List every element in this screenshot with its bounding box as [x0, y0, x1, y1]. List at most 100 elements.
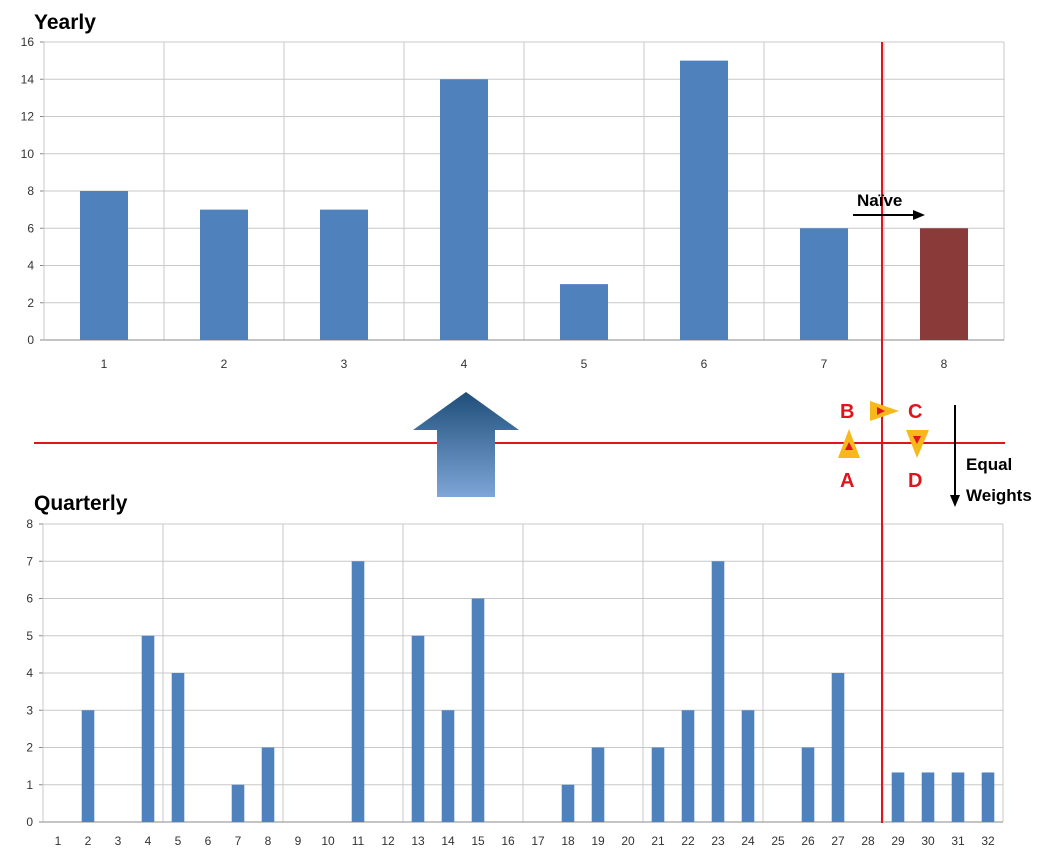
q-bar — [261, 747, 275, 822]
y-xtick-label: 5 — [581, 357, 588, 371]
q-xtick-label: 3 — [115, 834, 122, 848]
naive-arrow-head-icon — [913, 210, 925, 220]
q-xtick-label: 21 — [651, 834, 665, 848]
q-xtick-label: 11 — [352, 834, 365, 848]
q-xtick-label: 6 — [205, 834, 212, 848]
y-xtick-label: 1 — [101, 357, 108, 371]
equal-weights-arrow-head-icon — [950, 495, 960, 507]
q-xtick-label: 24 — [741, 834, 755, 848]
q-bar — [741, 710, 755, 822]
quarterly-bars — [81, 561, 995, 822]
marker-label-d: D — [908, 470, 922, 492]
marker-label-b: B — [840, 401, 854, 423]
q-ytick-label: 1 — [26, 778, 33, 792]
q-xtick-label: 30 — [921, 834, 935, 848]
q-xtick-label: 27 — [831, 834, 845, 848]
y-ytick-label: 10 — [21, 147, 35, 161]
y-bar — [560, 284, 608, 340]
q-xtick-label: 28 — [861, 834, 875, 848]
quarterly-title: Quarterly — [34, 492, 128, 515]
triangle-down-icon — [906, 430, 929, 458]
triangle-down-dot-icon — [913, 436, 921, 444]
y-bar — [920, 228, 968, 340]
q-ytick-label: 6 — [26, 592, 33, 606]
q-xtick-label: 4 — [145, 834, 152, 848]
triangle-right-dot-icon — [877, 407, 885, 415]
q-xtick-label: 29 — [891, 834, 905, 848]
q-bar — [411, 635, 425, 822]
y-ytick-label: 0 — [27, 333, 34, 347]
equal-weights-label-line1: Equal — [966, 455, 1012, 474]
y-ytick-label: 4 — [27, 259, 34, 273]
y-xtick-label: 2 — [221, 357, 228, 371]
y-bar — [320, 209, 368, 340]
q-bar — [81, 710, 95, 822]
y-xtick-label: 4 — [461, 357, 468, 371]
q-xtick-label: 10 — [321, 834, 335, 848]
quarterly-y-ticks: 0 1 2 3 4 5 6 7 8 — [26, 517, 33, 829]
q-ytick-label: 5 — [26, 629, 33, 643]
q-bar — [711, 561, 725, 822]
yearly-title: Yearly — [34, 11, 96, 34]
naive-label: Naïve — [857, 191, 902, 210]
yearly-x-ticks: 1 2 3 4 5 6 7 8 — [101, 357, 948, 371]
y-ytick-label: 14 — [21, 72, 35, 86]
q-bar — [981, 772, 995, 822]
q-bar — [141, 635, 155, 822]
q-xtick-label: 7 — [235, 834, 242, 848]
y-xtick-label: 6 — [701, 357, 708, 371]
y-ytick-label: 12 — [21, 110, 35, 124]
q-bar — [831, 673, 845, 822]
q-xtick-label: 5 — [175, 834, 182, 848]
y-ytick-label: 2 — [27, 296, 34, 310]
yearly-bars — [80, 60, 968, 340]
q-bar — [681, 710, 695, 822]
q-xtick-label: 18 — [561, 834, 575, 848]
y-xtick-label: 7 — [821, 357, 828, 371]
equal-weights-label-line2: Weights — [966, 486, 1032, 505]
q-xtick-label: 25 — [771, 834, 785, 848]
quarterly-x-ticks: 1 2 3 4 5 6 7 8 9 10 11 12 13 14 15 16 17 18 19 20 21 22 23 24 2… — [55, 834, 995, 848]
q-xtick-label: 26 — [801, 834, 815, 848]
q-xtick-label: 8 — [265, 834, 272, 848]
q-bar — [561, 784, 575, 822]
q-bar — [231, 784, 245, 822]
triangle-up-dot-icon — [845, 442, 853, 450]
q-xtick-label: 20 — [621, 834, 635, 848]
q-xtick-label: 16 — [501, 834, 515, 848]
y-bar — [80, 191, 128, 340]
y-ytick-label: 6 — [27, 221, 34, 235]
q-ytick-label: 2 — [26, 741, 33, 755]
q-bar — [471, 598, 485, 822]
q-bar — [591, 747, 605, 822]
q-bar — [951, 772, 965, 822]
y-bar — [440, 79, 488, 340]
q-xtick-label: 13 — [411, 834, 425, 848]
q-xtick-label: 12 — [381, 834, 395, 848]
q-xtick-label: 31 — [951, 834, 965, 848]
y-bar — [680, 60, 728, 340]
q-xtick-label: 32 — [981, 834, 995, 848]
yearly-y-ticks: 0 2 4 6 8 10 12 14 16 — [21, 35, 35, 347]
y-ytick-label: 8 — [27, 184, 34, 198]
q-ytick-label: 7 — [26, 554, 33, 568]
q-bar — [891, 772, 905, 822]
q-ytick-label: 3 — [26, 703, 33, 717]
y-xtick-label: 3 — [341, 357, 348, 371]
q-ytick-label: 4 — [26, 666, 33, 680]
q-bar — [921, 772, 935, 822]
q-bar — [171, 673, 185, 822]
marker-label-a: A — [840, 470, 854, 492]
y-bar — [200, 209, 248, 340]
y-ytick-label: 16 — [21, 35, 35, 49]
q-xtick-label: 23 — [711, 834, 725, 848]
q-xtick-label: 17 — [531, 834, 545, 848]
q-bar — [441, 710, 455, 822]
q-ytick-label: 0 — [26, 815, 33, 829]
q-xtick-label: 2 — [85, 834, 92, 848]
q-bar — [801, 747, 815, 822]
q-xtick-label: 14 — [441, 834, 455, 848]
y-xtick-label: 8 — [941, 357, 948, 371]
